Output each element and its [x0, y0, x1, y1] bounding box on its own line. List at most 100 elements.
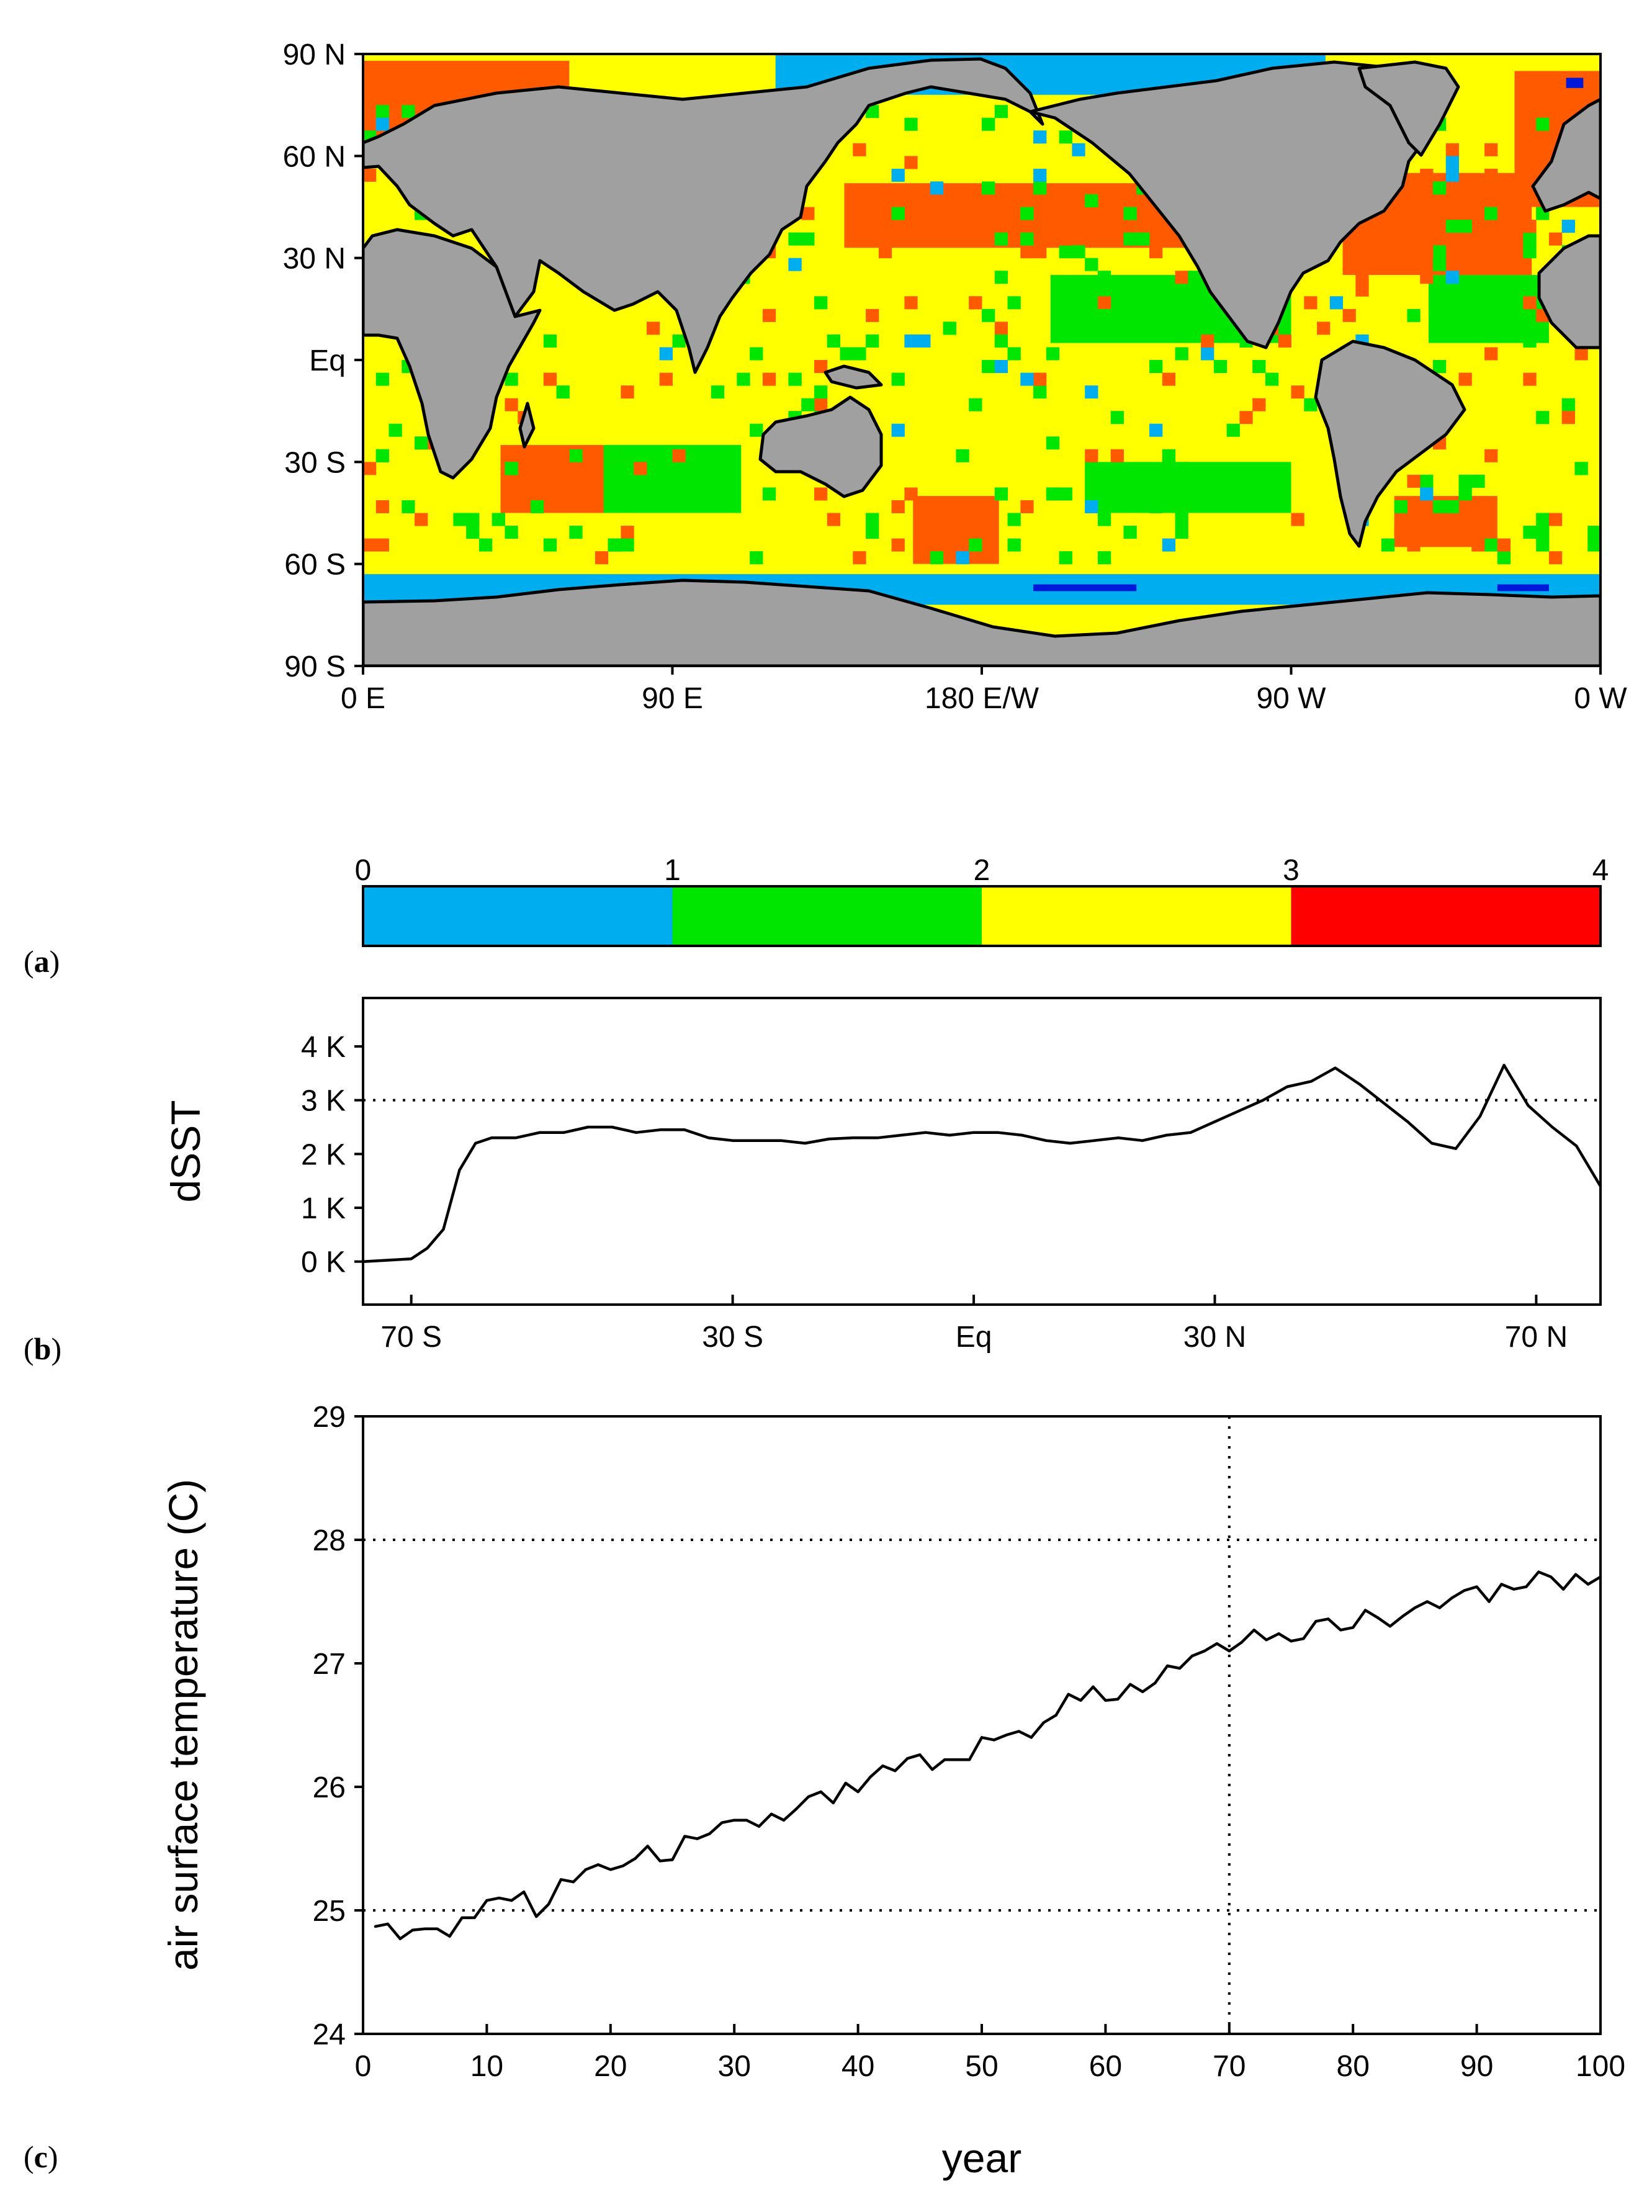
dsst-xtick-label: 70 S: [380, 1321, 442, 1354]
map-cell: [505, 398, 518, 411]
map-xtick-label: 90 W: [1256, 682, 1326, 715]
map-cell: [1136, 296, 1150, 310]
map-cell: [1007, 513, 1021, 526]
air-temperature-point: [1302, 1637, 1305, 1640]
air-temperature-point: [1067, 1693, 1070, 1696]
map-cell: [1342, 245, 1356, 259]
map-panel: 0 E 90 E 180 E/W 90 W 0 W 90 N 60 N 30 N Eq 30 S 6…: [283, 38, 1628, 715]
map-ytick-label: 90 S: [284, 650, 346, 683]
map-cell: [543, 538, 557, 552]
map-cell: [466, 513, 480, 526]
map-cell: [1484, 449, 1498, 462]
map-cell: [1059, 232, 1072, 246]
air-temperature-point: [398, 1937, 402, 1940]
map-cell: [814, 296, 828, 310]
map-cell: [1059, 487, 1072, 501]
air-temperature-point: [1450, 1596, 1453, 1599]
air-temperature-point: [1054, 1714, 1057, 1717]
dsst-ytick-label: 2 K: [301, 1138, 346, 1171]
air-temperature-xtick-label: 40: [842, 2050, 874, 2083]
dsst-point: [426, 1246, 429, 1250]
map-cell: [1561, 398, 1575, 411]
air-temperature-point: [485, 1899, 488, 1902]
dsst-point: [731, 1139, 734, 1142]
map-cell: [1097, 220, 1111, 233]
map-region-tasman-warm: [913, 496, 999, 564]
land-antarctica: [363, 578, 1600, 666]
map-cell: [1407, 474, 1421, 488]
map-cell: [1252, 487, 1266, 501]
air-temperature-point: [1215, 1642, 1219, 1645]
map-cell: [1523, 220, 1537, 233]
dsst-point: [361, 1260, 365, 1263]
map-cell: [1394, 526, 1407, 539]
map-cell: [904, 296, 918, 310]
map-cell: [1149, 245, 1163, 259]
air-temperature-point: [411, 1928, 414, 1931]
map-cell: [1110, 411, 1124, 425]
map-cell: [505, 372, 518, 386]
colorbar-tick-label: 4: [1592, 854, 1609, 887]
map-cell: [994, 487, 1008, 501]
map-cell: [1201, 347, 1214, 361]
dsst-point: [827, 1137, 831, 1141]
dsst-point: [538, 1131, 542, 1134]
air-temperature-point: [819, 1790, 823, 1794]
map-cell: [853, 143, 866, 156]
map-cell: [969, 538, 982, 552]
map-cell: [1432, 500, 1447, 513]
air-temperature-xtick-label: 30: [718, 2050, 751, 2083]
map-cell: [363, 462, 377, 475]
map-cell: [1201, 296, 1214, 310]
air-temperature-point: [1005, 1733, 1008, 1737]
air-temperature-point: [918, 1753, 922, 1756]
map-cell: [1432, 194, 1447, 207]
map-cell: [982, 308, 995, 322]
map-cell: [1046, 220, 1060, 233]
air-temperature-point: [770, 1812, 773, 1815]
map-cell: [1445, 513, 1460, 526]
map-cell: [1278, 334, 1291, 348]
map-cell: [1226, 423, 1240, 437]
map-cell: [375, 449, 390, 462]
air-temperature-point: [757, 1825, 761, 1828]
map-cell: [1420, 271, 1434, 284]
air-temperature-xtick-label: 70: [1213, 2050, 1246, 2083]
map-cell: [1497, 245, 1511, 259]
air-temperature-point: [621, 1864, 624, 1868]
air-temperature-point: [1363, 1609, 1367, 1612]
map-cell: [1201, 334, 1214, 348]
map-cell: [891, 372, 905, 386]
map-cell: [1574, 462, 1588, 475]
map-cell: [1085, 194, 1098, 207]
air-temperature-xtick-label: 90: [1460, 2050, 1493, 2083]
map-cell: [518, 449, 531, 462]
dsst-point: [1454, 1147, 1458, 1150]
dsst-points: [361, 1064, 1602, 1263]
map-cell: [1536, 513, 1550, 526]
air-temperature-series-line: [375, 1570, 1602, 1941]
air-temperature-point: [881, 1765, 884, 1768]
air-temperature-point: [1562, 1588, 1565, 1591]
map-cell: [711, 385, 725, 399]
map-cell: [1059, 130, 1072, 144]
map-cell: [1059, 245, 1072, 259]
dsst-point: [707, 1136, 711, 1140]
map-cell: [904, 334, 918, 348]
map-cell: [1445, 500, 1460, 513]
map-cell: [402, 500, 415, 513]
air-temperature-point: [980, 1736, 984, 1739]
air-temperature-point: [547, 1902, 550, 1906]
map-cell: [1342, 308, 1356, 322]
dsst-point: [1285, 1085, 1289, 1089]
air-temperature-point: [1129, 1683, 1132, 1686]
air-temperature-point: [436, 1927, 439, 1930]
dsst-point: [900, 1133, 903, 1137]
map-cell: [1265, 372, 1279, 386]
air-temperature-point: [523, 1891, 526, 1894]
map-cell: [969, 296, 982, 310]
dsst-xtick-label: Eq: [956, 1321, 992, 1354]
map-cell: [1458, 474, 1472, 488]
map-cell: [1149, 360, 1163, 374]
air-temperature-point: [1104, 1699, 1107, 1702]
